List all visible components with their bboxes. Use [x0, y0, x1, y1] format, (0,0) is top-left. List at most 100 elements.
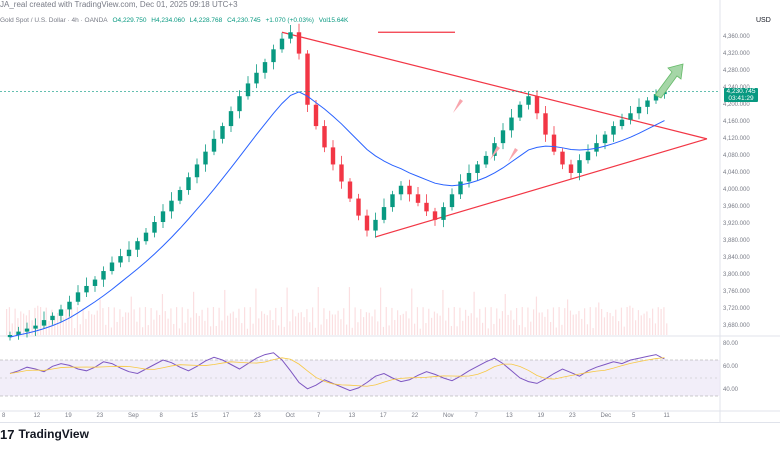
- candle-body: [466, 172, 472, 182]
- triangle-upper-line: [281, 31, 708, 140]
- volume-bar: [156, 310, 158, 335]
- candle-body: [415, 194, 421, 203]
- volume-bar: [561, 324, 563, 335]
- candle-body: [645, 100, 650, 107]
- volume-bar: [450, 326, 453, 335]
- volume-bar: [150, 308, 152, 335]
- time-tick-label: 13: [348, 413, 356, 419]
- volume-bar: [272, 320, 274, 335]
- tradingview-brand[interactable]: 17 TradingView: [0, 423, 89, 445]
- volume-bar: [442, 289, 444, 335]
- volume-bar: [408, 318, 410, 335]
- candle-body: [347, 181, 353, 199]
- volume-bar: [623, 326, 625, 335]
- price-tick-label: 3,800.000: [723, 272, 750, 278]
- ohlc-open: O4,229.750: [112, 17, 147, 24]
- volume-value: Vol15.64K: [318, 17, 349, 24]
- volume-bar: [164, 311, 166, 335]
- volume-bar: [371, 316, 373, 335]
- volume-bar: [297, 312, 300, 335]
- candle-body: [568, 164, 574, 173]
- volume-bar: [595, 307, 597, 335]
- volume-bar: [388, 325, 390, 335]
- candle-body: [109, 262, 115, 272]
- volume-bar: [360, 309, 362, 335]
- volume-bar: [445, 320, 447, 335]
- volume-bar: [550, 321, 552, 335]
- volume-bar: [615, 309, 617, 335]
- price-tick-label: 4,080.000: [723, 153, 750, 159]
- candle-body: [203, 151, 208, 165]
- volume-bar: [232, 311, 234, 335]
- volume-bar: [601, 308, 603, 335]
- volume-bar: [558, 307, 560, 335]
- candle-body: [296, 32, 302, 54]
- volume-bar: [431, 317, 433, 335]
- volume-bar: [144, 307, 147, 335]
- volume-bar: [42, 326, 45, 335]
- volume-bar: [224, 289, 226, 335]
- volume-bar: [637, 310, 640, 335]
- volume-bar: [300, 312, 302, 335]
- sell-arrow-icon: [490, 146, 500, 160]
- volume-bar: [589, 307, 591, 335]
- candle-body: [84, 285, 89, 293]
- volume-bar: [646, 311, 648, 335]
- volume-bar: [167, 318, 169, 335]
- volume-bar: [346, 324, 348, 335]
- candle-body: [313, 104, 319, 127]
- volume-bar: [663, 307, 665, 335]
- volume-bar: [374, 309, 376, 335]
- volume-bar: [159, 314, 161, 335]
- symbol-name[interactable]: Gold Spot / U.S. Dollar · 4h · OANDA: [0, 17, 108, 24]
- volume-bar: [266, 315, 268, 335]
- time-tick-label: 8: [2, 413, 6, 419]
- rsi-line: [9, 352, 665, 392]
- volume-bar: [439, 315, 441, 335]
- volume-bar: [397, 310, 399, 335]
- volume-bar: [405, 311, 407, 335]
- volume-bar: [499, 318, 501, 335]
- volume-bar: [122, 316, 124, 335]
- volume-bar: [544, 316, 546, 335]
- volume-bar: [133, 309, 135, 335]
- volume-bar: [530, 321, 532, 335]
- volume-bar: [204, 320, 206, 335]
- time-tick-label: Nov: [443, 413, 454, 419]
- volume-bar: [292, 309, 294, 335]
- volume-bar: [238, 308, 240, 335]
- sell-arrow-icon: [508, 148, 518, 162]
- volume-bar: [518, 325, 521, 335]
- candle-body: [118, 256, 123, 263]
- volume-bar: [45, 307, 47, 335]
- volume-bar: [620, 307, 623, 335]
- volume-bar: [666, 323, 668, 335]
- volume-bar: [448, 307, 450, 335]
- volume-bar: [320, 324, 322, 335]
- volume-bar: [110, 327, 113, 335]
- volume-bar: [416, 307, 419, 335]
- volume-bar: [74, 328, 76, 335]
- volume-bar: [334, 314, 336, 335]
- candle-body: [254, 72, 259, 84]
- candle-body: [432, 211, 438, 220]
- time-tick-label: 23: [96, 413, 104, 419]
- time-tick-label: Sep: [128, 413, 139, 419]
- volume-bar: [368, 312, 370, 335]
- time-tick-label: 22: [411, 413, 419, 419]
- volume-bar: [476, 317, 478, 335]
- volume-bar: [382, 326, 385, 335]
- volume-bar: [649, 318, 651, 335]
- volume-bar: [142, 327, 144, 335]
- candle-body: [509, 117, 514, 131]
- volume-bar: [414, 323, 416, 335]
- candle-body: [330, 147, 336, 165]
- volume-bar: [660, 308, 662, 335]
- volume-bar: [487, 328, 489, 335]
- volume-bar: [592, 328, 594, 335]
- volume-bar: [91, 314, 93, 335]
- volume-bar: [286, 287, 288, 335]
- volume-bar: [323, 308, 325, 335]
